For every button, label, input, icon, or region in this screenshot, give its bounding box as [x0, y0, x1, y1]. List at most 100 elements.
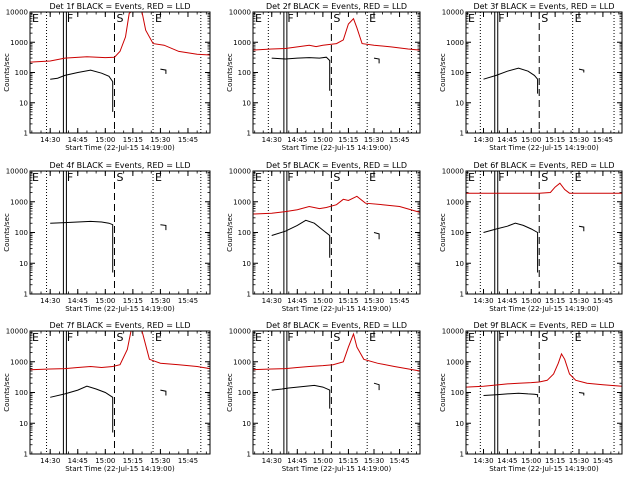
x-tick-label: 14:30: [473, 457, 493, 465]
x-tick-label: 15:00: [521, 297, 541, 305]
marker-label: E: [155, 331, 162, 344]
x-tick-label: 14:30: [262, 457, 282, 465]
panel-title: Det 8f BLACK = Events, RED = LLD: [266, 321, 407, 330]
x-tick-label: 14:30: [473, 297, 493, 305]
chart-panel-7: Det 7f BLACK = Events, RED = LLD Counts/s…: [3, 321, 211, 473]
x-tick-label: 15:00: [95, 457, 115, 465]
x-tick-label: 14:30: [40, 297, 60, 305]
y-tick-label: 1: [24, 130, 28, 138]
marker-label: E: [369, 331, 376, 344]
marker-label: E: [255, 331, 262, 344]
plot-frame: [465, 170, 623, 295]
marker-label: F: [67, 171, 73, 184]
x-tick-label: 14:30: [40, 457, 60, 465]
lld-series-line: [141, 11, 211, 56]
y-tick-label: 10: [19, 420, 28, 428]
x-tick-label: 15:30: [569, 297, 589, 305]
y-tick-label: 10000: [229, 328, 251, 336]
events-series-line: [578, 68, 585, 73]
panel-title: Det 7f BLACK = Events, RED = LLD: [49, 321, 190, 330]
y-tick-label: 10000: [6, 328, 28, 336]
events-series-line: [373, 57, 380, 64]
marker-label: F: [287, 331, 293, 344]
y-tick-label: 100: [451, 69, 464, 77]
x-tick-label: 15:45: [178, 297, 198, 305]
x-tick-label: 15:00: [313, 136, 333, 144]
plot-frame: [29, 11, 211, 134]
marker-label: S: [333, 12, 340, 25]
x-axis-label: Start Time (22-Jul-15 14:19:00): [282, 465, 392, 473]
y-tick-label: 1000: [10, 39, 28, 47]
y-tick-label: 10000: [229, 9, 251, 17]
y-tick-label: 10000: [442, 9, 464, 17]
y-axis-label: Counts/sec: [439, 373, 447, 412]
x-tick-label: 15:00: [95, 136, 115, 144]
events-series-line: [50, 220, 114, 273]
x-tick-label: 14:30: [262, 136, 282, 144]
x-tick-label: 15:45: [593, 136, 613, 144]
chart-panel-2: Det 2f BLACK = Events, RED = LLD Counts/s…: [226, 2, 421, 152]
y-tick-label: 1: [247, 291, 251, 299]
x-tick-label: 14:45: [287, 136, 307, 144]
x-tick-label: 14:45: [497, 457, 517, 465]
chart-panel-9: Det 9f BLACK = Events, RED = LLD Counts/s…: [439, 321, 623, 473]
chart-panel-5: Det 5f BLACK = Events, RED = LLD Counts/s…: [226, 161, 421, 313]
y-tick-label: 100: [15, 389, 28, 397]
y-tick-label: 100: [238, 229, 251, 237]
panel-title: Det 6f BLACK = Events, RED = LLD: [473, 161, 614, 170]
events-series-line: [160, 68, 167, 74]
y-tick-label: 1: [24, 291, 28, 299]
x-tick-label: 15:30: [569, 136, 589, 144]
y-tick-label: 100: [238, 389, 251, 397]
x-tick-label: 14:45: [497, 136, 517, 144]
panel-title: Det 4f BLACK = Events, RED = LLD: [49, 161, 190, 170]
panel-title: Det 2f BLACK = Events, RED = LLD: [266, 2, 407, 11]
x-tick-label: 15:15: [123, 457, 143, 465]
x-tick-label: 15:00: [95, 297, 115, 305]
x-tick-label: 15:30: [364, 297, 384, 305]
x-tick-label: 15:45: [389, 136, 409, 144]
x-axis-label: Start Time (22-Jul-15 14:19:00): [65, 305, 175, 313]
y-tick-label: 10: [455, 260, 464, 268]
y-axis-label: Counts/sec: [3, 213, 11, 252]
y-tick-label: 10000: [6, 9, 28, 17]
y-tick-label: 10000: [442, 328, 464, 336]
x-tick-label: 15:00: [521, 136, 541, 144]
marker-label: E: [255, 12, 262, 25]
x-tick-label: 15:30: [150, 136, 170, 144]
lld-series-line: [466, 182, 622, 194]
x-tick-label: 15:00: [313, 457, 333, 465]
y-tick-label: 10: [455, 420, 464, 428]
y-tick-label: 10: [19, 260, 28, 268]
y-axis-label: Counts/sec: [439, 53, 447, 92]
chart-panel-1: Det 1f BLACK = Events, RED = LLD Counts/s…: [3, 2, 211, 152]
y-axis-label: Counts/sec: [226, 213, 234, 252]
y-tick-label: 1000: [233, 198, 251, 206]
x-tick-label: 14:45: [68, 457, 88, 465]
y-tick-label: 10000: [6, 168, 28, 176]
marker-label: F: [287, 171, 293, 184]
x-tick-label: 15:15: [123, 136, 143, 144]
marker-label: S: [333, 171, 340, 184]
x-axis-label: Start Time (22-Jul-15 14:19:00): [65, 144, 175, 152]
panel-title: Det 1f BLACK = Events, RED = LLD: [49, 2, 190, 11]
chart-panel-3: Det 3f BLACK = Events, RED = LLD Counts/s…: [439, 2, 623, 152]
x-axis-label: Start Time (22-Jul-15 14:19:00): [282, 305, 392, 313]
x-axis-label: Start Time (22-Jul-15 14:19:00): [489, 465, 599, 473]
x-tick-label: 15:45: [593, 297, 613, 305]
y-tick-label: 1000: [10, 198, 28, 206]
y-tick-label: 1: [460, 291, 464, 299]
y-tick-label: 100: [451, 229, 464, 237]
marker-label: E: [255, 171, 262, 184]
x-tick-label: 15:15: [338, 457, 358, 465]
panel-title: Det 3f BLACK = Events, RED = LLD: [473, 2, 614, 11]
y-tick-label: 1000: [446, 39, 464, 47]
lld-series-line: [252, 195, 421, 215]
y-tick-label: 10: [455, 99, 464, 107]
marker-label: E: [369, 12, 376, 25]
y-tick-label: 1: [460, 130, 464, 138]
x-tick-label: 15:00: [313, 297, 333, 305]
marker-label: E: [155, 171, 162, 184]
y-tick-label: 1000: [10, 358, 28, 366]
